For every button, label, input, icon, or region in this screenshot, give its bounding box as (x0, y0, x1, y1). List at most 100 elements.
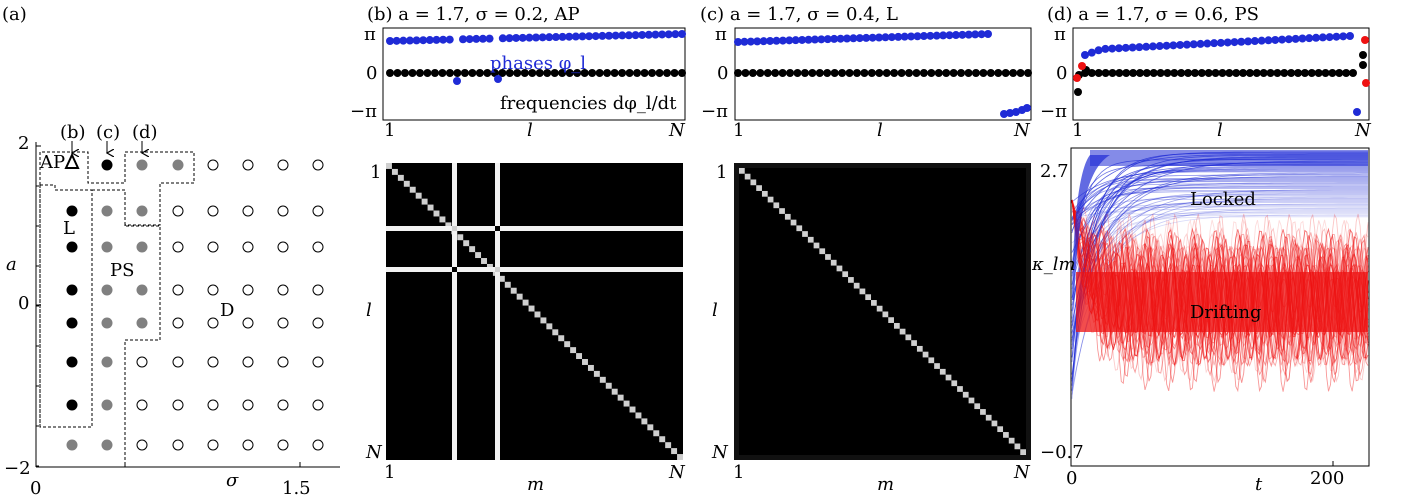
frequency-point (1198, 69, 1206, 77)
frequency-point (671, 69, 679, 77)
frequency-point (920, 69, 928, 77)
frequency-point (831, 69, 839, 77)
matrix-diagonal-cell (671, 448, 677, 454)
panel-c-ytick-0: 0 (717, 63, 728, 84)
frequency-point (1136, 69, 1144, 77)
panel-c-matrix-xstart: 1 (733, 462, 744, 483)
matrix-diagonal-cell (917, 346, 923, 352)
frequency-point (1024, 69, 1032, 77)
frequency-point (1294, 69, 1302, 77)
frequency-point (468, 69, 476, 77)
phase-point (1305, 34, 1313, 42)
phase-point (984, 30, 992, 38)
panel-c-matrix-xend: N (1013, 462, 1031, 483)
drifting-dot (173, 242, 183, 252)
matrix-diagonal-cell (600, 377, 606, 383)
matrix-diagonal-cell (923, 352, 929, 358)
drifting-dot (137, 440, 147, 450)
frequency-point (1359, 51, 1367, 59)
boundary-ps (92, 190, 160, 467)
frequency-point (1253, 69, 1261, 77)
panel-b-ytick-0: 0 (366, 63, 377, 84)
matrix-diagonal-cell (588, 365, 594, 371)
frequency-point (453, 69, 461, 77)
frequency-point (416, 69, 424, 77)
phase-point (678, 30, 686, 38)
phase-point (1190, 40, 1198, 48)
drifting-dot (173, 206, 183, 216)
phase-point (1163, 42, 1171, 50)
frequency-point (1328, 69, 1336, 77)
phase-point (1183, 41, 1191, 49)
frequency-point (965, 69, 973, 77)
matrix-diagonal-cell (665, 442, 671, 448)
frequency-point (648, 69, 656, 77)
matrix-diagonal-cell (469, 246, 475, 252)
phase-point (1081, 51, 1089, 59)
drifting-dot (243, 400, 253, 410)
frequency-point (987, 69, 995, 77)
frequency-point (1239, 69, 1247, 77)
frequency-point (816, 69, 824, 77)
drifting-dot (243, 285, 253, 295)
panel-d-top-xstart: 1 (1072, 120, 1083, 141)
matrix-diagonal-cell (552, 329, 558, 335)
frequency-point (446, 69, 454, 77)
frequency-point (1205, 69, 1213, 77)
matrix-diagonal-cell (814, 243, 820, 249)
matrix-diagonal-cell (808, 237, 814, 243)
matrix-diagonal-cell (529, 306, 535, 312)
phase-point (1078, 62, 1086, 70)
partial-sync-dot (137, 285, 148, 296)
matrix-diagonal-cell (865, 294, 871, 300)
matrix-diagonal-cell (980, 409, 986, 415)
phase-point (1095, 46, 1103, 54)
partial-sync-dot (137, 242, 148, 253)
matrix-diagonal-cell (756, 185, 762, 191)
frequency-point (801, 69, 809, 77)
frequency-point (972, 69, 980, 77)
panel-b-matrix-ystart: 1 (370, 162, 381, 183)
frequency-point (678, 69, 686, 77)
phase-point (1224, 38, 1232, 46)
matrix-diagonal-cell (564, 341, 570, 347)
phase-point (1142, 43, 1150, 51)
matrix-diagonal-cell (422, 199, 428, 205)
frequency-point (786, 69, 794, 77)
locked-label: Locked (1190, 189, 1256, 210)
frequency-point (393, 69, 401, 77)
panel-b-top-xstart: 1 (384, 120, 395, 141)
frequency-point (626, 69, 634, 77)
matrix-diagonal-cell (398, 175, 404, 181)
drifting-dot (278, 242, 288, 252)
drifting-dot (208, 285, 218, 295)
phase-point (1149, 42, 1157, 50)
matrix-diagonal-cell (854, 283, 860, 289)
panel-a-tag: (a) (2, 4, 27, 25)
matrix-diagonal-cell (439, 216, 445, 222)
drifting-dot (243, 160, 253, 170)
drifting-dot (278, 357, 288, 367)
matrix-diagonal-cell (842, 271, 848, 277)
phase-point (1203, 40, 1211, 48)
drifting-dot (173, 318, 183, 328)
matrix-diagonal-cell (404, 181, 410, 187)
phase-point (1088, 49, 1096, 57)
drifting-dot (173, 285, 183, 295)
phase-point (1129, 43, 1137, 51)
panel-d-ts-ylabel: κ_lm (1031, 254, 1076, 275)
matrix-diagonal-cell (837, 266, 843, 272)
panel-a-xtick-0: 0 (30, 478, 41, 497)
matrix-diagonal-cell (1003, 432, 1009, 438)
region-label-locked: L (63, 218, 75, 239)
matrix-line (452, 163, 457, 460)
matrix-diagonal-cell (779, 208, 785, 214)
frequency-point (860, 69, 868, 77)
phase-point (1332, 33, 1340, 41)
frequency-point (927, 69, 935, 77)
frequency-point (764, 69, 772, 77)
drifting-dot (313, 440, 323, 450)
panel-d-ytick-negpi: −π (1040, 101, 1067, 122)
panel-c-matrix-xlabel: m (877, 474, 894, 495)
matrix-diagonal-cell (505, 282, 511, 288)
